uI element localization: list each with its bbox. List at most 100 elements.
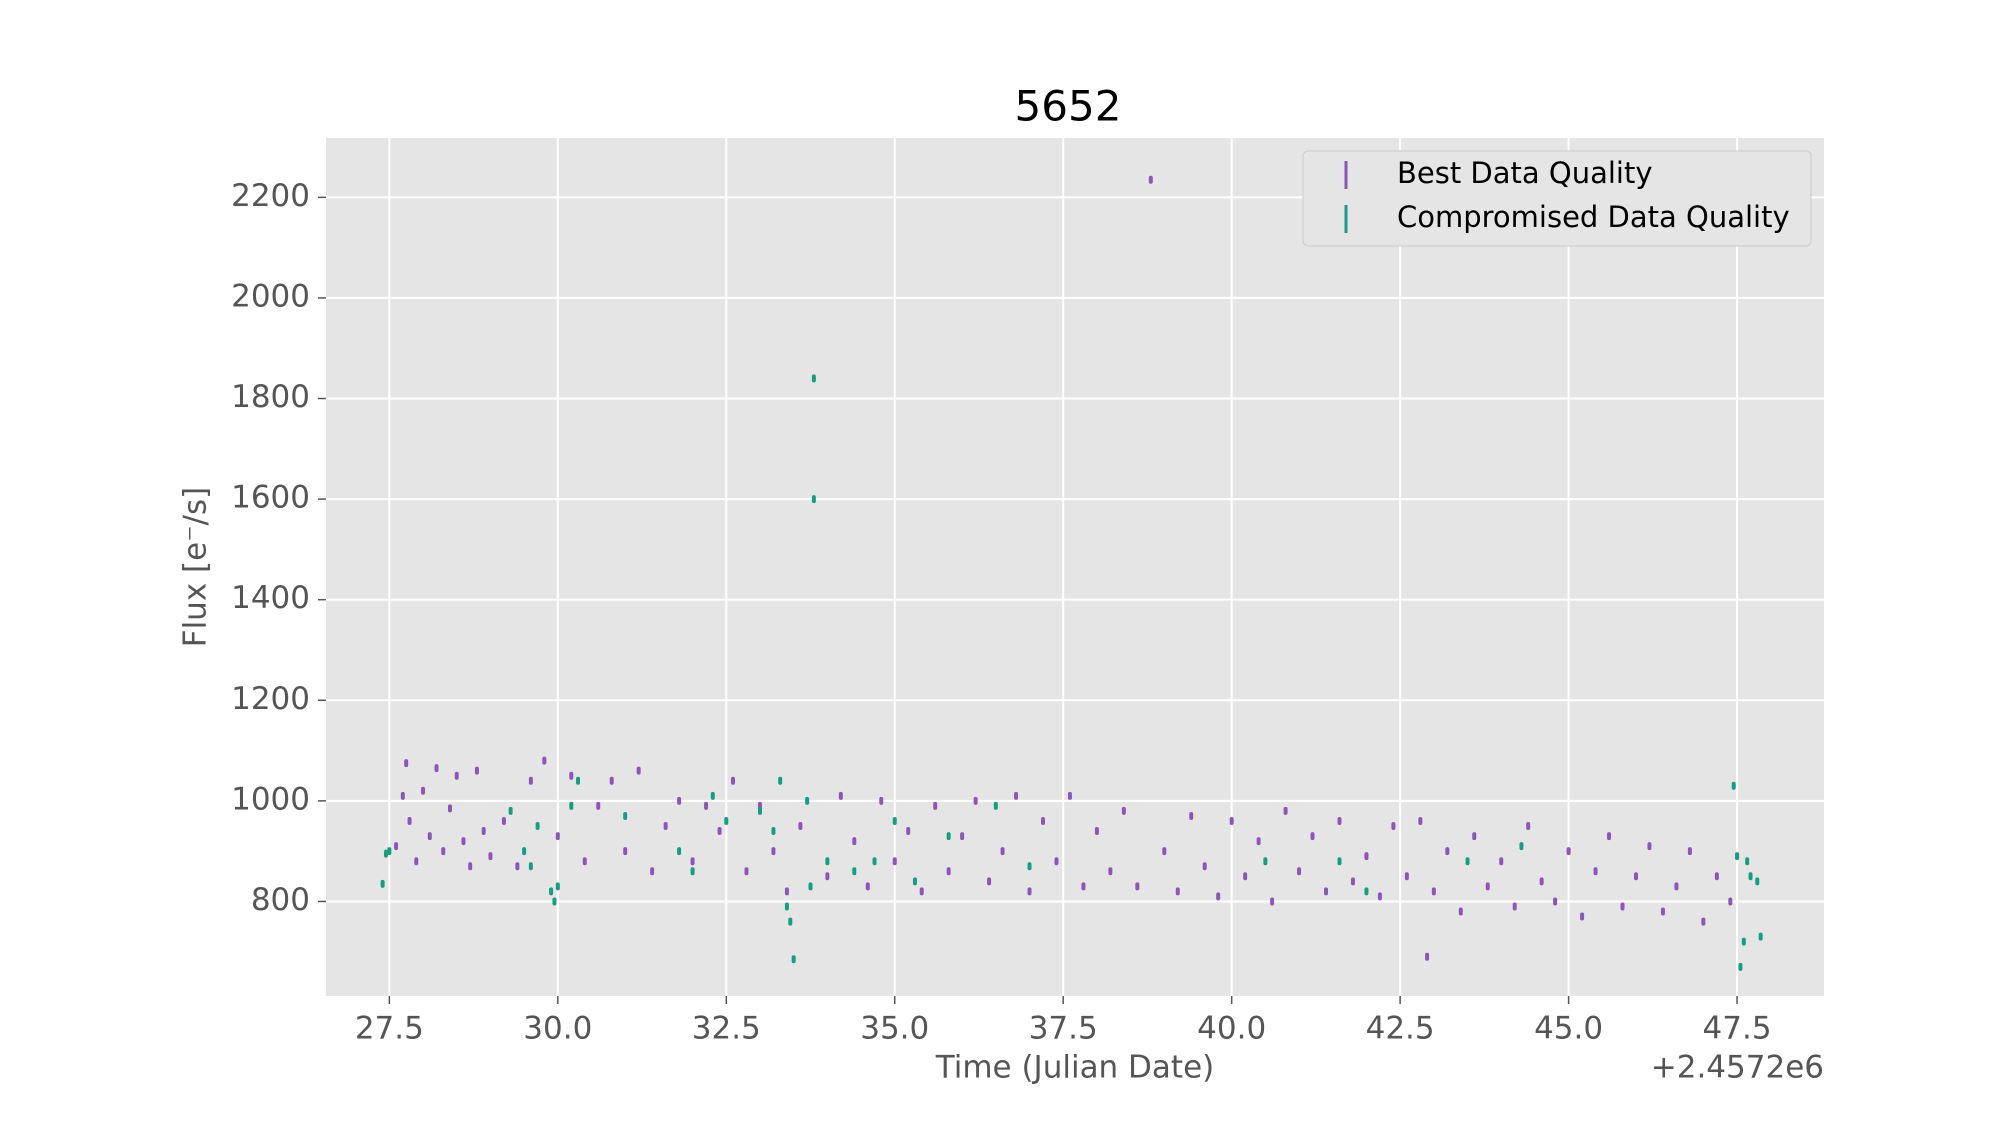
data-point: [1270, 897, 1275, 906]
data-point: [1364, 887, 1369, 896]
data-point: [690, 857, 695, 866]
data-point: [946, 832, 951, 841]
data-point: [1660, 907, 1665, 916]
data-point: [1472, 832, 1477, 841]
data-point: [447, 804, 452, 813]
x-tick-label: 35.0: [860, 1011, 929, 1047]
y-tick-label: 1800: [231, 379, 310, 415]
x-tick-label: 30.0: [523, 1011, 592, 1047]
y-tick-label: 1600: [231, 480, 310, 516]
data-point: [609, 776, 614, 785]
data-point: [1148, 175, 1153, 184]
data-point: [1539, 877, 1544, 886]
data-point: [731, 776, 736, 785]
data-point: [636, 766, 641, 775]
data-point: [912, 877, 917, 886]
data-point: [569, 771, 574, 780]
data-point: [1108, 867, 1113, 876]
x-tick-label: 45.0: [1534, 1011, 1603, 1047]
data-point: [1202, 862, 1207, 871]
y-tick-label: 2000: [231, 278, 310, 314]
data-point: [1431, 887, 1436, 896]
data-point: [650, 867, 655, 876]
data-point: [1283, 806, 1288, 815]
data-point: [427, 832, 432, 841]
data-point: [805, 796, 810, 805]
data-point: [872, 857, 877, 866]
legend: Best Data Quality Compromised Data Qualit…: [1302, 150, 1812, 247]
data-point: [784, 902, 789, 911]
data-point: [771, 827, 776, 836]
data-point: [1418, 816, 1423, 825]
data-point: [501, 816, 506, 825]
data-point: [838, 791, 843, 800]
data-point: [407, 816, 412, 825]
data-point: [771, 847, 776, 856]
data-point: [906, 827, 911, 836]
data-point: [1519, 842, 1524, 851]
data-point: [1350, 877, 1355, 886]
data-point: [784, 887, 789, 896]
x-tick-label: 37.5: [1029, 1011, 1098, 1047]
data-point: [1755, 877, 1760, 886]
data-point: [394, 842, 399, 851]
data-point: [1377, 892, 1382, 901]
data-point: [1758, 932, 1763, 941]
data-point: [1189, 811, 1194, 820]
y-tick-label: 800: [251, 882, 310, 918]
data-point: [404, 759, 409, 768]
data-point: [1162, 847, 1167, 856]
legend-box: [1302, 150, 1812, 247]
data-point: [508, 806, 513, 815]
x-tick-label: 47.5: [1703, 1011, 1772, 1047]
data-point: [808, 882, 813, 891]
x-axis-label: Time (Julian Date): [935, 1050, 1215, 1086]
data-point: [852, 867, 857, 876]
data-point: [1243, 872, 1248, 881]
plot-area: [326, 138, 1824, 996]
data-point: [1256, 837, 1261, 846]
data-point: [879, 796, 884, 805]
data-point: [1738, 962, 1743, 971]
data-point: [552, 897, 557, 906]
data-point: [1566, 847, 1571, 856]
data-point: [1324, 887, 1329, 896]
data-point: [1027, 862, 1032, 871]
data-point: [946, 867, 951, 876]
data-point: [1620, 902, 1625, 911]
data-point: [1000, 847, 1005, 856]
data-point: [454, 771, 459, 780]
data-point: [690, 867, 695, 876]
data-point: [677, 796, 682, 805]
chart-title: 5652: [1015, 82, 1122, 131]
data-point: [1728, 897, 1733, 906]
data-point: [528, 776, 533, 785]
data-point: [710, 791, 715, 800]
data-point: [1745, 857, 1750, 866]
data-point: [1027, 887, 1032, 896]
data-point: [798, 822, 803, 831]
data-point: [1391, 822, 1396, 831]
data-point: [1465, 857, 1470, 866]
data-point: [960, 832, 965, 841]
data-point: [1701, 917, 1706, 926]
data-point: [1014, 791, 1019, 800]
data-point: [1731, 781, 1736, 790]
data-point: [528, 862, 533, 871]
data-point: [865, 882, 870, 891]
data-point: [1553, 897, 1558, 906]
data-point: [1687, 847, 1692, 856]
data-point: [677, 847, 682, 856]
data-point: [515, 862, 520, 871]
x-offset-text: +2.4572e6: [1651, 1050, 1824, 1086]
data-point: [1310, 832, 1315, 841]
data-point: [778, 776, 783, 785]
data-point: [1067, 791, 1072, 800]
data-point: [704, 801, 709, 810]
x-tick-label: 40.0: [1197, 1011, 1266, 1047]
data-point: [1512, 902, 1517, 911]
data-point: [1458, 907, 1463, 916]
data-point: [744, 867, 749, 876]
data-point: [522, 847, 527, 856]
